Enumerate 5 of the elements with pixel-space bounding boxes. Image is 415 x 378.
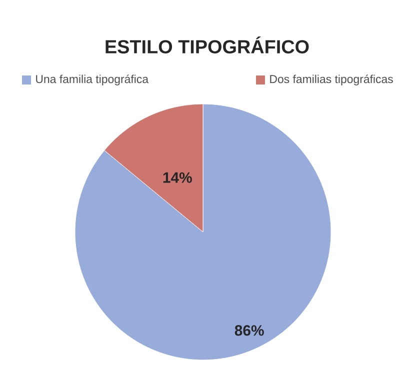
- legend-label: Dos familias tipográficas: [270, 74, 393, 86]
- legend-label: Una familia tipográfica: [36, 74, 149, 86]
- chart-title: ESTILO TIPOGRÁFICO: [106, 36, 309, 54]
- data-label: 86%: [234, 325, 264, 336]
- data-label: 14%: [163, 172, 192, 183]
